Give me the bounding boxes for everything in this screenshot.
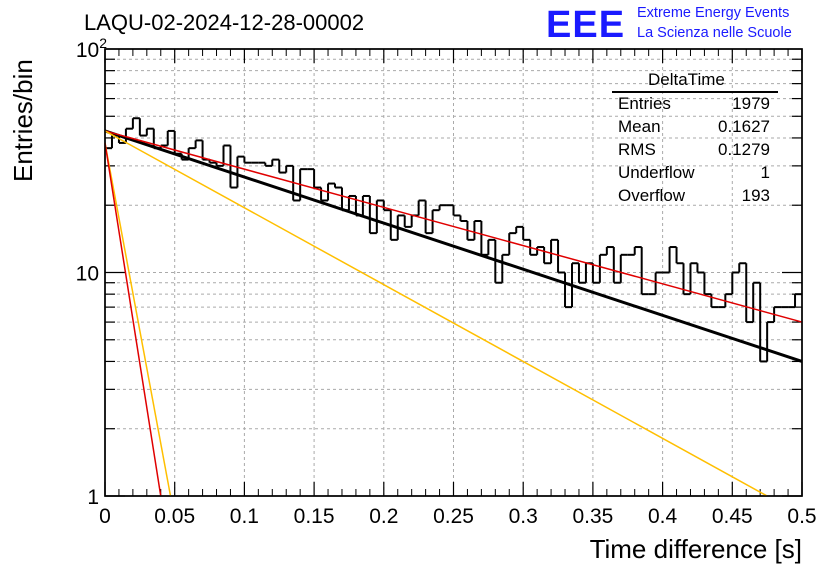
y-tick-label: 1 [87,486,99,509]
fit-line [104,129,803,363]
x-axis-label: Time difference [s] [589,534,802,564]
stats-name: DeltaTime [648,70,725,89]
fit-line [104,130,803,323]
stats-divider [612,91,778,93]
stats-value: 193 [741,186,770,205]
x-tick-label: 0.1 [230,505,259,528]
y-axis-label: Entries/bin [8,59,38,182]
stats-key: Entries [618,94,671,113]
stats-row-entries: Entries 1979 [618,94,770,116]
y-tick-label: 102 [76,35,107,62]
eee-line-2: La Scienza nelle Scuole [637,25,792,41]
grid [105,49,802,496]
x-tick-label: 0.3 [509,505,538,528]
x-tick-label: 0.2 [369,505,398,528]
stats-key: Mean [618,117,661,136]
stats-row-underflow: Underflow 1 [618,163,770,185]
x-tick-label: 0.5 [787,505,816,528]
chart-title: LAQU-02-2024-12-28-00002 [84,10,365,35]
stats-key: Overflow [618,186,686,205]
eee-line-1: Extreme Energy Events [637,5,790,21]
x-tick-label: 0.4 [648,505,678,528]
stats-value: 1979 [732,94,770,113]
x-tick-label: 0.15 [294,505,335,528]
stats-value: 1 [760,163,770,182]
fit-lines [104,129,803,497]
x-tick-label: 0 [99,505,111,528]
stats-value: 0.1627 [718,117,770,136]
stats-key: RMS [618,140,656,159]
x-tick-label: 0.05 [154,505,195,528]
fit-line [104,142,172,497]
stats-value: 0.1279 [718,140,770,159]
stats-row-mean: Mean 0.1627 [618,117,770,139]
histogram [105,117,802,363]
x-tick-label: 0.35 [572,505,613,528]
x-tick-label: 0.45 [712,505,753,528]
x-tick-label: 0.25 [433,505,474,528]
y-tick-label: 10 [76,263,99,286]
stats-key: Underflow [618,163,695,182]
eee-logo: EEE [546,4,626,46]
stats-row-rms: RMS 0.1279 [618,140,770,162]
tick-labels: 0 0.05 0.1 0.15 0.2 0.25 0.3 0.35 0.4 0.45 0.5 1 10 1… [76,35,817,528]
fit-line [104,142,162,497]
fit-line [104,130,768,497]
stats-row-overflow: Overflow 193 [618,186,770,208]
frame-top [104,48,803,497]
